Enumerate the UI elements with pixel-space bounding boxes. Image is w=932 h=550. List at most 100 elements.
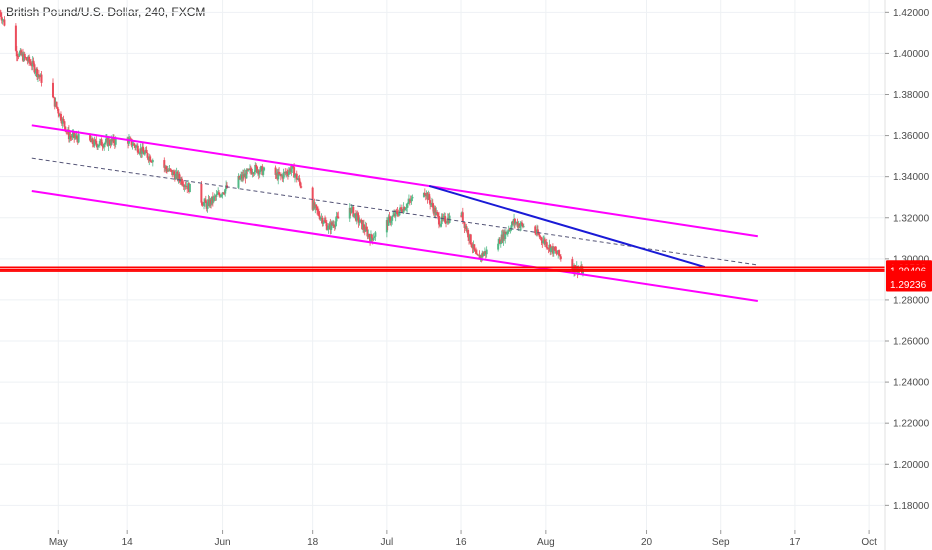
x-tick-label: Oct [861,537,877,548]
candle-body [25,57,28,61]
candle-body [469,234,472,245]
y-tick-label: 1.36000 [893,131,930,142]
candle-body [445,222,448,224]
candle-body [423,192,426,195]
candle-body [130,138,133,146]
candle-body [334,221,337,227]
candle-body [33,64,36,73]
time-axis[interactable]: May 14 Jun 18 Jul 16 Aug 20 Sep 17 Oct [49,530,877,548]
candle-body [324,221,327,224]
candle-body [263,167,266,171]
candle-body [149,156,152,162]
candle-body [352,207,355,217]
candle-body [259,166,262,172]
candle-body [73,132,76,138]
candle-body [32,60,35,65]
x-tick-label: Jun [215,537,231,548]
candle-body [165,166,168,170]
candle-body [356,213,359,216]
candle-body [67,129,70,140]
candle-body [59,113,62,121]
candle-body [247,168,250,171]
candle-body [335,216,338,222]
candle-body [506,231,509,233]
candle-body [254,165,257,172]
candle-body [3,19,6,26]
candle-body [133,143,136,146]
candle-body [389,217,392,223]
candle-body [165,169,168,172]
y-tick-label: 1.30000 [893,254,930,265]
candle-body [294,174,296,178]
candle-body [290,168,293,173]
candle-body [571,259,574,269]
x-tick-label: 17 [789,537,801,548]
candle-body [333,226,336,228]
candle-body [360,219,363,221]
candle-body [143,152,146,155]
candle-body [151,160,154,163]
candle-body [94,139,97,141]
candle-body [542,240,545,243]
candle-body [399,207,402,212]
candle-body [369,234,372,242]
candle-body [405,207,408,209]
grid [0,0,885,530]
candle-body [410,198,413,202]
x-tick-label: 18 [307,537,319,548]
channel-mid-line [31,157,758,266]
candle-body [407,199,410,203]
candle-body [475,253,478,255]
candle-body [573,265,576,273]
candle-body [391,216,394,221]
candle-body [507,229,510,232]
candle-body [172,171,175,175]
candle-body [15,50,18,57]
candle-body [372,238,375,241]
candle-body [20,50,23,56]
candle-body [559,256,562,260]
candle-body [366,229,369,237]
candle-body [255,165,258,167]
candle-body [534,226,537,234]
candle-body [316,206,319,211]
candle-body [249,168,252,172]
candle-body [167,170,170,172]
candle-body [325,223,328,230]
candle-body [245,169,248,179]
candle-body [100,139,103,146]
x-tick-label: May [49,537,68,548]
candle-body [68,135,71,140]
candle-body [212,196,215,202]
candle-body [437,213,440,216]
candle-body [460,215,463,217]
candle-body [520,222,523,225]
candle-body [540,237,543,241]
candle-body [498,239,501,244]
y-tick-label: 1.24000 [893,378,930,389]
candle-body [444,216,447,223]
candle-body [104,138,107,143]
candle-body [0,12,2,17]
candle-body [362,224,365,230]
candle-body [483,253,486,256]
price-axis[interactable]: 1.42000 1.40000 1.38000 1.36000 1.34000 1.320… [885,8,930,512]
candle-body [359,219,362,223]
candle-body [358,222,361,224]
candle-body [131,145,134,147]
x-tick-label: Sep [712,537,730,548]
y-tick-label: 1.34000 [893,172,930,183]
candle-body [201,202,204,205]
candle-body [28,56,31,62]
candle-body [204,199,207,204]
candle-body [404,208,407,211]
candle-body [537,234,540,235]
candle-body [91,138,94,145]
x-tick-label: 20 [641,537,653,548]
candle-body [299,181,302,187]
candle-body [258,171,261,175]
candle-body [547,248,550,249]
candle-body [112,137,115,143]
x-tick-label: Jul [380,537,393,548]
